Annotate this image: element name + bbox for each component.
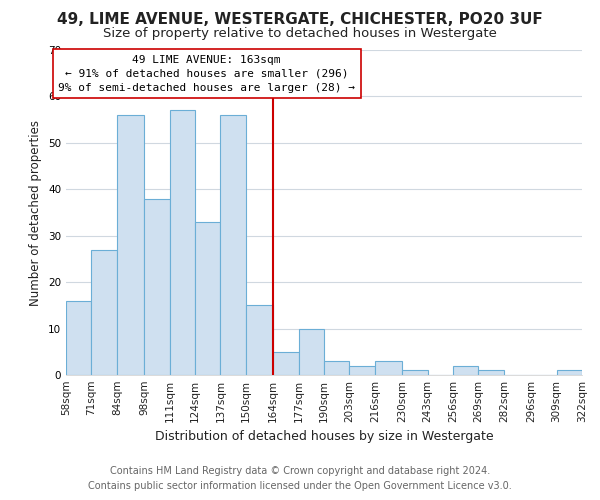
Bar [91,250,117,375]
Text: 49, LIME AVENUE, WESTERGATE, CHICHESTER, PO20 3UF: 49, LIME AVENUE, WESTERGATE, CHICHESTER,… [57,12,543,28]
Bar [246,306,273,375]
Bar [349,366,375,375]
Bar [324,361,349,375]
Bar [220,115,246,375]
Y-axis label: Number of detached properties: Number of detached properties [29,120,43,306]
Bar [66,300,91,375]
Text: 49 LIME AVENUE: 163sqm
← 91% of detached houses are smaller (296)
9% of semi-det: 49 LIME AVENUE: 163sqm ← 91% of detached… [58,54,355,92]
Bar [557,370,582,375]
Bar [273,352,299,375]
Bar [453,366,478,375]
Bar [299,328,324,375]
Bar [195,222,220,375]
Bar [117,115,144,375]
Bar [170,110,195,375]
Bar [375,361,402,375]
Bar [144,198,170,375]
Text: Size of property relative to detached houses in Westergate: Size of property relative to detached ho… [103,28,497,40]
Bar [478,370,504,375]
Text: Contains HM Land Registry data © Crown copyright and database right 2024.
Contai: Contains HM Land Registry data © Crown c… [88,466,512,491]
Bar [402,370,428,375]
X-axis label: Distribution of detached houses by size in Westergate: Distribution of detached houses by size … [155,430,493,444]
